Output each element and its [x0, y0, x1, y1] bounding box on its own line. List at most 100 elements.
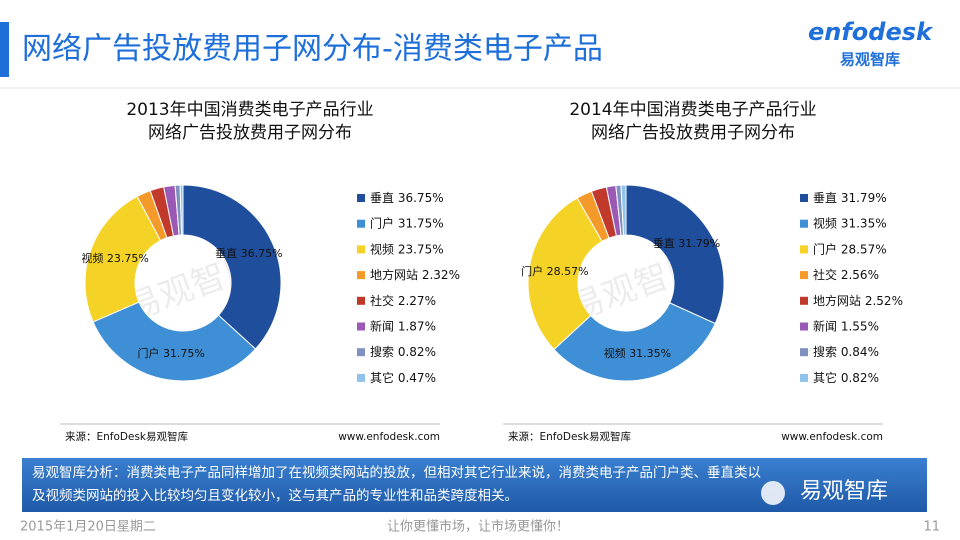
legend-swatch [357, 245, 365, 254]
source-url: www.enfodesk.com [781, 431, 883, 443]
slice [92, 301, 257, 382]
category-name: 门户 [370, 215, 394, 230]
legend-entry: 其它 0.82% [813, 369, 879, 384]
slice [553, 302, 716, 382]
value-label: 0.84% [841, 345, 879, 359]
header-bar [0, 22, 9, 77]
legend-swatch [357, 271, 365, 280]
legend-swatch [357, 373, 365, 382]
data-label: 垂直 31.79% [653, 236, 720, 250]
category-name: 其它 [813, 369, 837, 384]
analysis-text: 易观智库分析：消费类电子产品同样增加了在视频类网站的投放，但相对其它行业来说，消… [32, 464, 761, 481]
value-label: 31.75% [163, 347, 205, 360]
data-label: 门户 31.75% [137, 346, 204, 360]
legend-entry: 搜索 0.82% [370, 344, 436, 359]
value-label: 31.75% [398, 216, 444, 230]
data-label: 视频 31.35% [604, 346, 671, 360]
slice [620, 184, 627, 236]
logo-sub: 易观智库 [840, 51, 900, 69]
legend-entry: 地方网站 2.52% [813, 292, 903, 307]
source-url: www.enfodesk.com [338, 431, 440, 443]
data-label: 门户 28.57% [521, 264, 588, 278]
legend-entry: 新闻 1.87% [370, 318, 436, 333]
category-name: 垂直 [370, 191, 394, 205]
legend-entry: 地方网站 2.32% [370, 267, 460, 282]
data-label: 视频 23.75% [81, 251, 148, 265]
analysis-text: 及视频类网站的投入比较均匀且变化较小，这与其产品的专业性和品类跨度相关。 [32, 487, 518, 504]
page-number: 11 [923, 520, 940, 535]
category-name: 视频 [813, 215, 837, 230]
value-label: 31.35% [841, 216, 887, 230]
category-name: 门户 [137, 346, 159, 360]
value-label: 2.52% [865, 293, 903, 307]
value-label: 28.57% [841, 242, 887, 256]
category-name: 门户 [813, 241, 837, 256]
legend-entry: 视频 31.35% [813, 215, 887, 230]
category-name: 视频 [370, 241, 394, 256]
value-label: 2.32% [422, 268, 460, 282]
value-label: 36.75% [398, 191, 444, 205]
legend-entry: 新闻 1.55% [813, 318, 879, 333]
legend-swatch [357, 296, 365, 305]
value-label: 0.82% [398, 345, 436, 359]
legend-swatch [357, 194, 365, 202]
slide-title: 网络广告投放费用子网分布-消费类电子产品 [22, 32, 603, 67]
legend-swatch [357, 219, 365, 228]
category-name: 地方网站 [370, 267, 418, 282]
value-label: 2.56% [841, 268, 879, 282]
legend-entry: 社交 2.56% [813, 267, 879, 282]
legend-entry: 门户 31.75% [370, 215, 444, 230]
slice [625, 184, 725, 325]
legend-swatch [800, 194, 808, 202]
category-name: 视频 [81, 251, 103, 265]
legend-swatch [800, 271, 808, 280]
source: 来源：EnfoDesk易观智库 [65, 430, 188, 443]
legend-entry: 垂直 36.75% [370, 191, 444, 205]
value-label: 0.82% [841, 370, 879, 384]
category-name: 门户 [521, 264, 543, 278]
slice [527, 197, 603, 351]
source: 来源：EnfoDesk易观智库 [508, 430, 631, 443]
logo: enfodesk [808, 18, 934, 46]
legend-swatch [800, 296, 808, 305]
data-label: 垂直 36.75% [215, 246, 282, 260]
value-label: 2.27% [398, 293, 436, 307]
legend-swatch [800, 348, 808, 357]
value-label: 36.75% [241, 247, 283, 260]
slice [84, 195, 162, 323]
category-name: 社交 [813, 267, 837, 282]
category-name: 搜索 [813, 344, 837, 359]
category-name: 地方网站 [813, 292, 861, 307]
value-label: 23.75% [107, 252, 149, 265]
footer-date: 2015年1月20日星期二 [20, 520, 156, 535]
footer-slogan: 让你更懂市场，让市场更懂你！ [387, 519, 569, 535]
legend-entry: 门户 28.57% [813, 241, 887, 256]
legend-entry: 其它 0.47% [370, 369, 436, 384]
chart-title: 2013年中国消费类电子产品行业 [126, 100, 373, 120]
slice [179, 184, 184, 236]
wechat-icon [761, 481, 785, 505]
value-label: 31.79% [841, 191, 887, 205]
legend-swatch [800, 373, 808, 382]
value-label: 23.75% [398, 242, 444, 256]
category-name: 垂直 [653, 236, 675, 250]
legend-swatch [800, 245, 808, 254]
legend-entry: 视频 23.75% [370, 241, 444, 256]
category-name: 其它 [370, 369, 394, 384]
category-name: 搜索 [370, 344, 394, 359]
legend-entry: 社交 2.27% [370, 292, 436, 307]
legend-swatch [800, 322, 808, 331]
chart-title: 2014年中国消费类电子产品行业 [569, 100, 816, 120]
category-name: 社交 [370, 292, 394, 307]
legend-entry: 垂直 31.79% [813, 191, 887, 205]
value-label: 1.55% [841, 319, 879, 333]
category-name: 垂直 [215, 246, 237, 260]
category-name: 新闻 [370, 318, 394, 333]
value-label: 31.79% [678, 237, 720, 250]
chart-subtitle: 网络广告投放费用子网分布 [148, 123, 352, 143]
legend-entry: 搜索 0.84% [813, 344, 879, 359]
legend-swatch [357, 348, 365, 357]
value-label: 28.57% [547, 265, 589, 278]
